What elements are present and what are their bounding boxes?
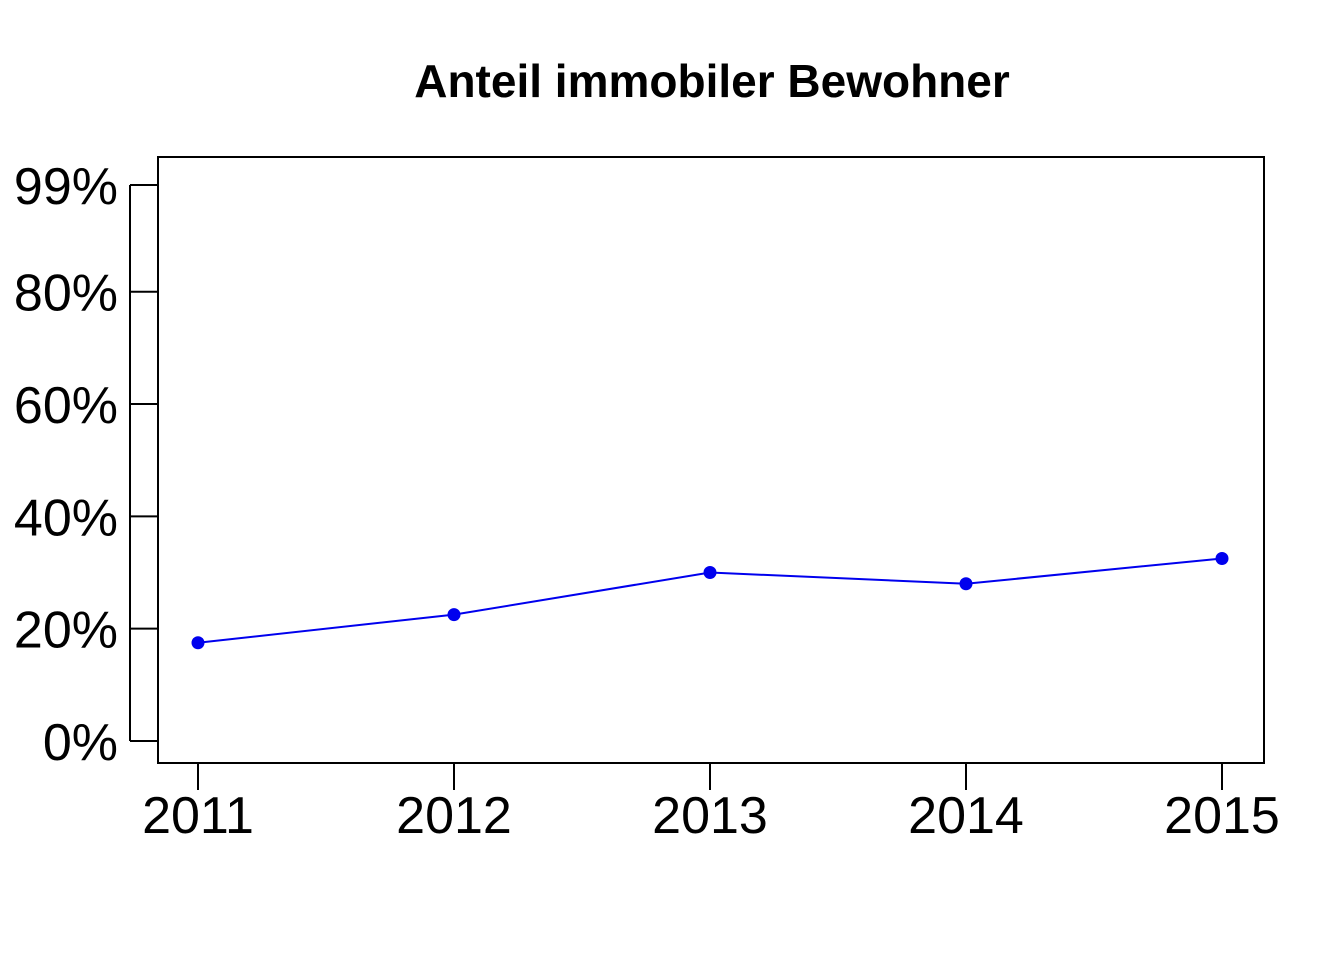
data-point xyxy=(447,608,461,622)
y-tick-label: 60% xyxy=(14,377,118,435)
y-tick-label: 20% xyxy=(14,602,118,660)
y-axis: 0% 20% 40% 60% 80% 99% xyxy=(14,158,158,772)
data-series xyxy=(191,551,1229,650)
plot-frame xyxy=(157,156,1265,764)
data-point xyxy=(1215,551,1229,565)
y-tick-label: 80% xyxy=(14,265,118,323)
y-tick-label: 0% xyxy=(43,714,118,772)
y-tick-label: 99% xyxy=(14,158,118,216)
data-point xyxy=(703,566,717,580)
x-tick-label: 2012 xyxy=(396,787,512,845)
y-tick-label: 40% xyxy=(14,489,118,547)
data-point xyxy=(959,577,973,591)
x-tick-label: 2014 xyxy=(908,787,1024,845)
chart-title: Anteil immobiler Bewohner xyxy=(414,55,1010,107)
x-axis: 2011 2012 2013 2014 2015 xyxy=(142,762,1280,845)
x-tick-label: 2013 xyxy=(652,787,768,845)
x-tick-label: 2015 xyxy=(1164,787,1280,845)
x-tick-label: 2011 xyxy=(142,787,254,845)
data-point xyxy=(191,636,205,650)
